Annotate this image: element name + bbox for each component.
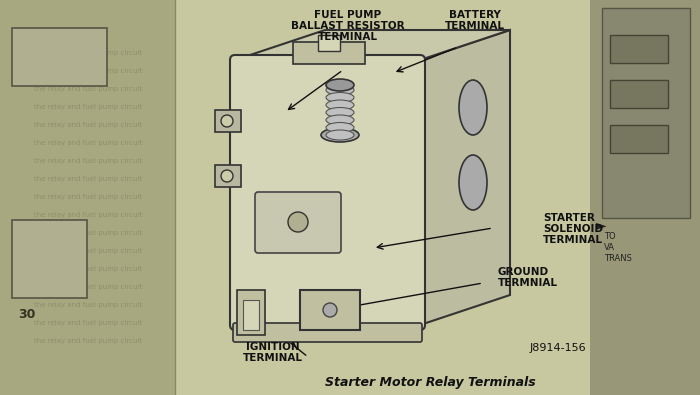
Circle shape [323, 303, 337, 317]
Text: the relay and fuel pump circuit: the relay and fuel pump circuit [34, 284, 142, 290]
Bar [293, 42, 365, 64]
FancyBboxPatch shape [255, 192, 341, 253]
FancyBboxPatch shape [233, 323, 422, 342]
Text: SOLENOID: SOLENOID [543, 224, 603, 234]
Bar [318, 35, 340, 51]
Text: ►: ► [596, 218, 607, 232]
Text: TERMINAL: TERMINAL [243, 353, 303, 363]
Text: GROUND: GROUND [498, 267, 549, 277]
Text: the relay and fuel pump circuit: the relay and fuel pump circuit [34, 338, 142, 344]
Text: the relay and fuel pump circuit: the relay and fuel pump circuit [34, 68, 142, 74]
Ellipse shape [459, 80, 487, 135]
Text: the relay and fuel pump circuit: the relay and fuel pump circuit [34, 104, 142, 110]
Text: IGNITION: IGNITION [246, 342, 300, 352]
Text: the relay and fuel pump circuit: the relay and fuel pump circuit [34, 176, 142, 182]
Ellipse shape [326, 115, 354, 125]
Ellipse shape [326, 100, 354, 110]
Bar [215, 165, 241, 187]
Bar [610, 35, 668, 63]
Text: the relay and fuel pump circuit: the relay and fuel pump circuit [34, 248, 142, 254]
Text: TERMINAL: TERMINAL [318, 32, 378, 42]
Bar [602, 8, 690, 218]
Ellipse shape [459, 155, 487, 210]
Text: STARTER: STARTER [543, 213, 595, 223]
Bar [237, 290, 265, 335]
Text: the relay and fuel pump circuit: the relay and fuel pump circuit [34, 122, 142, 128]
Bar [243, 300, 259, 330]
Bar [610, 125, 668, 153]
Text: the relay and fuel pump circuit: the relay and fuel pump circuit [34, 158, 142, 164]
Text: FUEL PUMP: FUEL PUMP [314, 10, 382, 20]
Ellipse shape [321, 128, 359, 142]
Ellipse shape [326, 130, 354, 140]
Circle shape [221, 115, 233, 127]
Text: the relay and fuel pump circuit: the relay and fuel pump circuit [34, 194, 142, 200]
Bar [0, 0, 175, 395]
Text: the relay and fuel pump circuit: the relay and fuel pump circuit [34, 50, 142, 56]
Ellipse shape [326, 85, 354, 95]
Text: the relay and fuel pump circuit: the relay and fuel pump circuit [34, 302, 142, 308]
Bar [300, 290, 360, 330]
Text: TO
VA
TRANS: TO VA TRANS [604, 232, 632, 263]
Text: J8914-156: J8914-156 [530, 343, 587, 353]
Bar [215, 110, 241, 132]
FancyBboxPatch shape [230, 55, 425, 330]
Bar [12, 28, 107, 86]
Text: the relay and fuel pump circuit: the relay and fuel pump circuit [34, 230, 142, 236]
Text: the relay and fuel pump circuit: the relay and fuel pump circuit [34, 140, 142, 146]
Text: the relay and fuel pump circuit: the relay and fuel pump circuit [34, 320, 142, 326]
Bar [610, 80, 668, 108]
Text: TERMNIAL: TERMNIAL [498, 278, 558, 288]
Text: BALLAST RESISTOR: BALLAST RESISTOR [291, 21, 405, 31]
Ellipse shape [326, 79, 354, 91]
Polygon shape [420, 30, 510, 325]
Bar [175, 0, 700, 395]
Bar [590, 0, 700, 395]
Text: Starter Motor Relay Terminals: Starter Motor Relay Terminals [325, 376, 536, 389]
Text: 30: 30 [18, 308, 36, 321]
Bar [12, 220, 87, 298]
Ellipse shape [326, 92, 354, 102]
Text: TERMINAL: TERMINAL [543, 235, 603, 245]
Text: the relay and fuel pump circuit: the relay and fuel pump circuit [34, 266, 142, 272]
Ellipse shape [326, 107, 354, 117]
Circle shape [221, 170, 233, 182]
Text: TERMINAL: TERMINAL [445, 21, 505, 31]
Polygon shape [235, 30, 510, 60]
Text: the relay and fuel pump circuit: the relay and fuel pump circuit [34, 212, 142, 218]
Circle shape [288, 212, 308, 232]
Text: the relay and fuel pump circuit: the relay and fuel pump circuit [34, 86, 142, 92]
Text: BATTERY: BATTERY [449, 10, 501, 20]
Ellipse shape [326, 122, 354, 132]
